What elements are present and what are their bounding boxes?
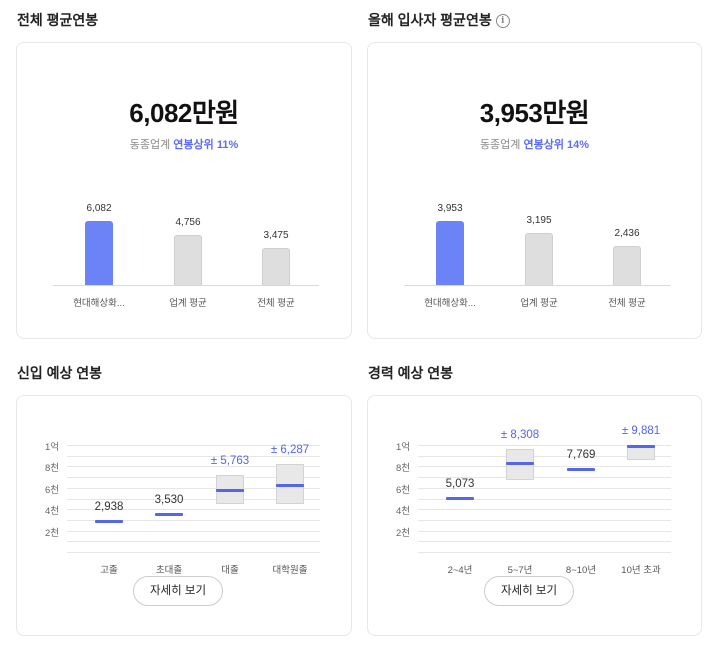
rank-highlight: 연봉상위 14%: [523, 139, 590, 151]
chart-gridline: [67, 552, 320, 553]
chart-bar: [85, 221, 113, 285]
y-axis-label: 4천: [44, 506, 59, 518]
value-label: 3,530: [154, 494, 184, 507]
chart-gridline: [418, 445, 671, 446]
avg-salary-rank: 동종업계 연봉상위 11%: [17, 136, 351, 152]
value-label: 7,769: [566, 448, 596, 461]
x-axis-label: 대학원졸: [272, 565, 308, 576]
new-hire-salary-card: 3,953만원 동종업계 연봉상위 14% 3,953 현대해상화... 3,195…: [367, 42, 702, 339]
y-axis-label: 1억: [44, 442, 59, 453]
value-label: 5,073: [445, 477, 475, 490]
avg-salary-value: 6,082만원: [129, 98, 239, 128]
chart-gridline: [67, 509, 320, 511]
chart-bar: [613, 246, 641, 285]
chart-gridline: [418, 509, 671, 511]
x-axis-label: 8~10년: [565, 565, 597, 576]
chart-gridline: [67, 519, 320, 521]
bar-value-label: 3,953: [437, 203, 463, 214]
value-label: ± 6,287: [270, 444, 310, 457]
bar-category-label: 전체 평균: [608, 298, 646, 309]
chart-bar: [174, 235, 202, 285]
chart-bar: [436, 221, 464, 285]
value-marker: [446, 496, 474, 500]
chart-baseline: [404, 285, 670, 286]
chart-gridline: [418, 519, 671, 521]
rank-prefix: 동종업계: [479, 139, 524, 151]
chart-gridline: [418, 530, 671, 532]
entry-detail-button[interactable]: 자세히 보기: [133, 576, 223, 606]
value-label: ± 5,763: [210, 454, 250, 467]
x-axis-label: 10년 초과: [621, 565, 661, 576]
bar-category-label: 현대해상화...: [424, 298, 476, 309]
bar-category-label: 업계 평균: [169, 298, 207, 309]
value-label: 2,938: [94, 500, 124, 513]
x-axis-label: 2~4년: [447, 565, 473, 576]
value-marker: [216, 489, 244, 493]
chart-gridline: [67, 477, 320, 479]
x-axis-label: 대졸: [221, 565, 239, 576]
chart-gridline: [418, 552, 671, 553]
y-axis-label: 2천: [44, 527, 59, 539]
chart-baseline: [53, 285, 319, 286]
x-axis-label: 초대졸: [155, 565, 183, 576]
chart-gridline: [418, 466, 671, 468]
y-axis-label: 8천: [44, 463, 59, 475]
value-marker: [627, 445, 655, 449]
entry-expected-title: 신입 예상 연봉: [17, 365, 103, 381]
new-hire-salary-title-text: 올해 입사자 평균연봉: [368, 12, 492, 28]
x-axis-label: 5~7년: [507, 565, 533, 576]
avg-salary-card: 6,082만원 동종업계 연봉상위 11% 6,082 현대해상화... 4,756…: [16, 42, 352, 339]
career-expected-title: 경력 예상 연봉: [368, 365, 454, 381]
bar-value-label: 3,475: [263, 230, 289, 241]
chart-gridline: [67, 487, 320, 489]
career-detail-button[interactable]: 자세히 보기: [484, 576, 574, 606]
value-marker: [95, 519, 123, 523]
chart-gridline: [67, 498, 320, 500]
chart-gridline: [67, 541, 320, 543]
bar-value-label: 6,082: [86, 203, 112, 214]
bar-category-label: 현대해상화...: [73, 298, 125, 309]
chart-gridline: [67, 455, 320, 457]
chart-gridline: [67, 466, 320, 468]
bar-value-label: 4,756: [175, 217, 201, 228]
bar-value-label: 3,195: [526, 215, 552, 226]
y-axis-label: 8천: [395, 463, 410, 475]
chart-gridline: [418, 541, 671, 543]
y-axis-label: 2천: [395, 527, 410, 539]
chart-gridline: [67, 445, 320, 446]
chart-gridline: [418, 477, 671, 479]
chart-bar: [525, 233, 553, 285]
rank-highlight: 연봉상위 11%: [173, 139, 239, 151]
career-expected-card: 자세히 보기 1억 8천 6천 4천 2천 5,073 2~4년 ± 8,308 5~7년 7,7…: [367, 395, 702, 636]
new-hire-salary-value: 3,953만원: [479, 98, 590, 128]
chart-gridline: [67, 530, 320, 532]
y-axis-label: 6천: [44, 484, 59, 496]
value-label: ± 9,881: [621, 425, 661, 437]
value-marker: [567, 467, 595, 471]
value-marker: [506, 462, 534, 466]
value-marker: [155, 513, 183, 517]
rank-prefix: 동종업계: [129, 139, 174, 151]
bar-category-label: 업계 평균: [520, 298, 558, 309]
chart-gridline: [418, 455, 671, 457]
bar-category-label: 전체 평균: [257, 298, 295, 309]
y-axis-label: 6천: [395, 484, 410, 496]
chart-gridline: [418, 498, 671, 500]
new-hire-salary-rank: 동종업계 연봉상위 14%: [368, 136, 701, 152]
x-axis-label: 고졸: [100, 565, 118, 576]
value-marker: [276, 483, 304, 487]
chart-gridline: [418, 487, 671, 489]
value-label: ± 8,308: [500, 429, 540, 442]
info-icon[interactable]: i: [495, 14, 510, 29]
avg-salary-title: 전체 평균연봉: [17, 12, 99, 28]
entry-expected-card: 자세히 보기 1억 8천 6천 4천 2천 2,938 고졸 3,530 초대졸 ± 5,763 대…: [16, 395, 352, 636]
chart-bar: [262, 248, 290, 285]
y-axis-label: 1억: [395, 442, 410, 453]
bar-value-label: 2,436: [614, 228, 640, 239]
new-hire-salary-title: 올해 입사자 평균연봉 i: [368, 10, 510, 30]
y-axis-label: 4천: [395, 506, 410, 518]
